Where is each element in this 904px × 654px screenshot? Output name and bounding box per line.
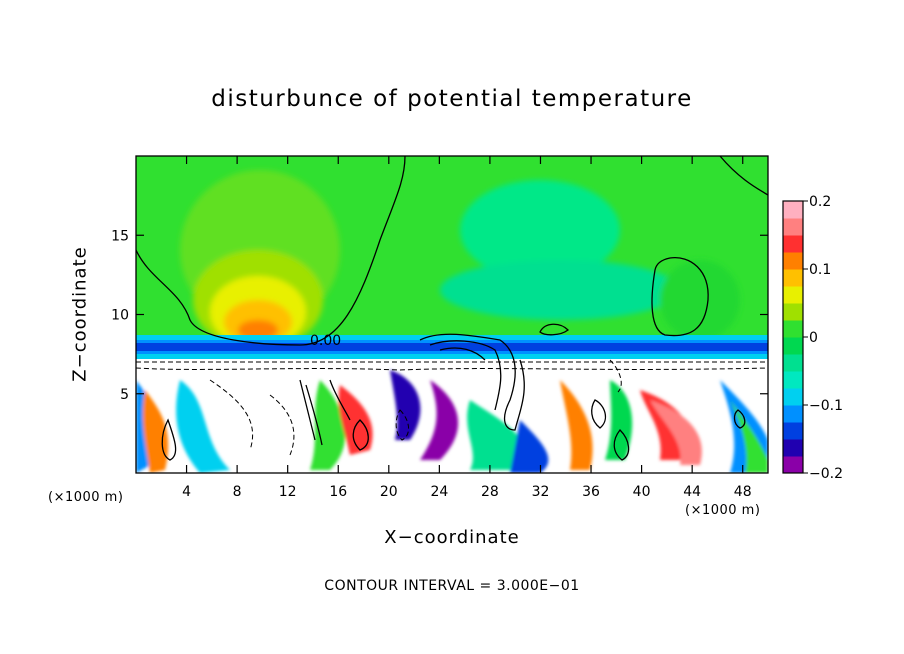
x-tick-label: 24 [430, 484, 448, 500]
colorbar-tick-label: −0.2 [809, 466, 843, 482]
y-tick-label: 10 [111, 308, 129, 324]
colorbar-segment [783, 371, 803, 389]
x-tick-label: 48 [734, 484, 752, 500]
x-unit-right: (×1000 m) [685, 503, 761, 518]
colorbar-tick-label: −0.1 [809, 398, 843, 414]
colorbar-segment [783, 201, 803, 219]
contour-interval-note: CONTOUR INTERVAL = 3.000E−01 [324, 578, 580, 594]
x-tick-label: 12 [279, 484, 297, 500]
x-tick-label: 28 [481, 484, 499, 500]
colorbar-segment [783, 235, 803, 253]
x-axis-label: X−coordinate [384, 527, 520, 548]
colorbar-segment [783, 388, 803, 406]
colorbar-segment [783, 286, 803, 304]
contour-label: 0.00 [310, 333, 341, 349]
x-tick-label: 4 [182, 484, 191, 500]
colorbar-segment [783, 320, 803, 338]
colorbar-segment [783, 252, 803, 270]
y-axis-label: Z−coordinate [69, 246, 91, 382]
colorbar-segment [783, 422, 803, 440]
colorbar-segment [783, 405, 803, 423]
colorbar-tick-label: 0.1 [809, 262, 831, 278]
colorbar-segment [783, 439, 803, 457]
y-tick-label: 15 [111, 228, 129, 244]
x-tick-label: 20 [380, 484, 398, 500]
x-tick-label: 36 [582, 484, 600, 500]
chart-title: disturbunce of potential temperature [211, 86, 693, 112]
x-tick-label: 40 [633, 484, 651, 500]
x-tick-label: 8 [233, 484, 242, 500]
colorbar-tick-label: 0 [809, 330, 818, 346]
y-tick-label: 5 [120, 387, 129, 403]
x-tick-label: 44 [683, 484, 701, 500]
colorbar-ticks: 0.2 0.1 0 −0.1 −0.2 [803, 194, 843, 482]
colorbar-segment [783, 337, 803, 355]
x-tick-label: 32 [532, 484, 550, 500]
colorbar-segment [783, 218, 803, 236]
colorbar [783, 201, 803, 474]
colorbar-segment [783, 354, 803, 372]
heatmap-field [136, 156, 768, 473]
x-axis: 4 8 12 16 20 24 28 32 36 40 44 48 [182, 156, 752, 500]
colorbar-segment [783, 269, 803, 287]
y-axis: 5 10 15 [111, 228, 768, 403]
x-unit-left: (×1000 m) [48, 490, 124, 505]
colorbar-segment [783, 303, 803, 321]
colorbar-segment [783, 456, 803, 474]
colorbar-tick-label: 0.2 [809, 194, 831, 210]
x-tick-label: 16 [329, 484, 347, 500]
